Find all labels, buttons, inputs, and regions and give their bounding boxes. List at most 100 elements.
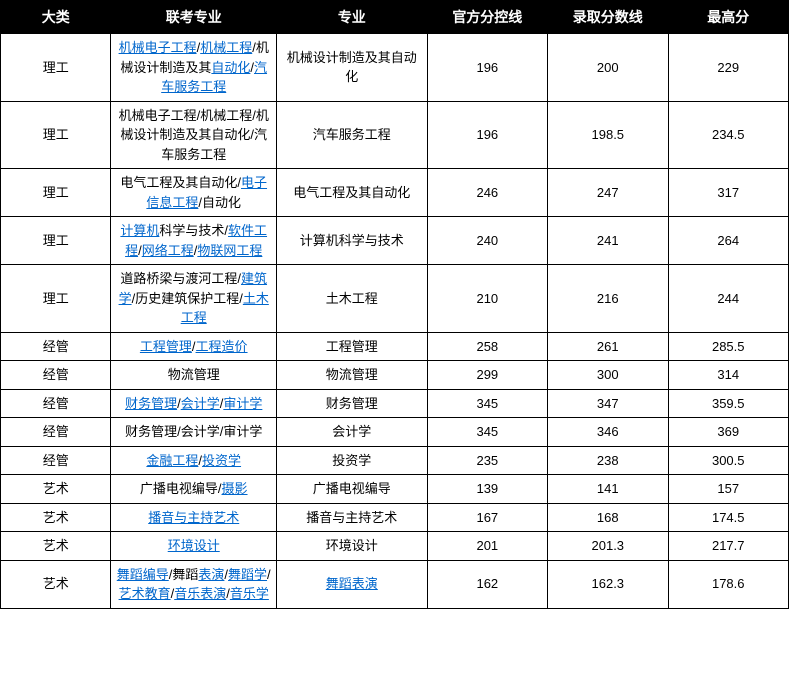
cell-category: 经管	[1, 446, 111, 475]
major-link[interactable]: 机械电子工程	[119, 40, 197, 55]
col-category: 大类	[1, 1, 111, 34]
major-link[interactable]: 舞蹈表演	[326, 576, 378, 591]
table-row: 理工机械电子工程/机械工程/机械设计制造及其自动化/汽车服务工程机械设计制造及其…	[1, 34, 789, 102]
cell-official: 167	[427, 503, 547, 532]
cell-admit: 238	[548, 446, 668, 475]
major-link[interactable]: 舞蹈编导	[117, 567, 169, 582]
cell-category: 理工	[1, 169, 111, 217]
table-row: 艺术环境设计环境设计201201.3217.7	[1, 532, 789, 561]
cell-max: 314	[668, 361, 789, 390]
table-row: 经管财务管理/会计学/审计学会计学345346369	[1, 418, 789, 447]
cell-admit: 162.3	[548, 560, 668, 608]
cell-admit: 347	[548, 389, 668, 418]
table-body: 理工机械电子工程/机械工程/机械设计制造及其自动化/汽车服务工程机械设计制造及其…	[1, 34, 789, 609]
cell-major: 汽车服务工程	[277, 101, 428, 169]
cell-max: 300.5	[668, 446, 789, 475]
major-link[interactable]: 摄影	[222, 481, 248, 496]
cell-majors-group: 播音与主持艺术	[111, 503, 277, 532]
major-link[interactable]: 机械工程	[200, 40, 252, 55]
major-link[interactable]: 电子信息工程	[146, 175, 267, 210]
cell-admit: 200	[548, 34, 668, 102]
cell-max: 285.5	[668, 332, 789, 361]
table-row: 理工计算机科学与技术/软件工程/网络工程/物联网工程计算机科学与技术240241…	[1, 217, 789, 265]
major-link[interactable]: 金融工程	[146, 453, 198, 468]
major-link[interactable]: 工程造价	[196, 339, 248, 354]
cell-majors-group: 财务管理/会计学/审计学	[111, 418, 277, 447]
cell-major: 广播电视编导	[277, 475, 428, 504]
cell-majors-group: 计算机科学与技术/软件工程/网络工程/物联网工程	[111, 217, 277, 265]
major-link[interactable]: 审计学	[223, 396, 262, 411]
major-link[interactable]: 音乐表演	[174, 586, 226, 601]
cell-majors-group: 机械电子工程/机械工程/机械设计制造及其自动化/汽车服务工程	[111, 34, 277, 102]
major-link[interactable]: 环境设计	[168, 538, 220, 553]
cell-max: 264	[668, 217, 789, 265]
major-link[interactable]: 物联网工程	[197, 243, 262, 258]
major-link[interactable]: 工程管理	[140, 339, 192, 354]
cell-major: 会计学	[277, 418, 428, 447]
col-major: 专业	[277, 1, 428, 34]
cell-majors-group: 工程管理/工程造价	[111, 332, 277, 361]
major-link[interactable]: 计算机	[120, 223, 159, 238]
cell-category: 艺术	[1, 532, 111, 561]
table-row: 理工机械电子工程/机械工程/机械设计制造及其自动化/汽车服务工程汽车服务工程19…	[1, 101, 789, 169]
cell-official: 345	[427, 418, 547, 447]
cell-major: 财务管理	[277, 389, 428, 418]
major-link[interactable]: 土木工程	[181, 291, 269, 326]
cell-majors-group: 舞蹈编导/舞蹈表演/舞蹈学/艺术教育/音乐表演/音乐学	[111, 560, 277, 608]
table-row: 艺术舞蹈编导/舞蹈表演/舞蹈学/艺术教育/音乐表演/音乐学舞蹈表演162162.…	[1, 560, 789, 608]
cell-major: 计算机科学与技术	[277, 217, 428, 265]
cell-majors-group: 环境设计	[111, 532, 277, 561]
cell-majors-group: 广播电视编导/摄影	[111, 475, 277, 504]
table-row: 理工电气工程及其自动化/电子信息工程/自动化电气工程及其自动化246247317	[1, 169, 789, 217]
cell-max: 178.6	[668, 560, 789, 608]
cell-majors-group: 机械电子工程/机械工程/机械设计制造及其自动化/汽车服务工程	[111, 101, 277, 169]
major-link[interactable]: 财务管理	[125, 396, 177, 411]
table-row: 经管物流管理物流管理299300314	[1, 361, 789, 390]
table-row: 艺术播音与主持艺术播音与主持艺术167168174.5	[1, 503, 789, 532]
cell-official: 299	[427, 361, 547, 390]
cell-official: 210	[427, 265, 547, 333]
cell-category: 艺术	[1, 475, 111, 504]
cell-majors-group: 财务管理/会计学/审计学	[111, 389, 277, 418]
cell-max: 234.5	[668, 101, 789, 169]
table-row: 艺术广播电视编导/摄影广播电视编导139141157	[1, 475, 789, 504]
major-link[interactable]: 播音与主持艺术	[148, 510, 239, 525]
cell-major: 土木工程	[277, 265, 428, 333]
major-link[interactable]: 投资学	[202, 453, 241, 468]
cell-category: 经管	[1, 332, 111, 361]
cell-max: 359.5	[668, 389, 789, 418]
major-link[interactable]: 网络工程	[142, 243, 194, 258]
cell-major: 播音与主持艺术	[277, 503, 428, 532]
cell-admit: 201.3	[548, 532, 668, 561]
major-link[interactable]: 舞蹈学	[228, 567, 267, 582]
table-row: 经管金融工程/投资学投资学235238300.5	[1, 446, 789, 475]
cell-admit: 198.5	[548, 101, 668, 169]
major-link[interactable]: 自动化	[211, 60, 250, 75]
scores-table: 大类 联考专业 专业 官方分控线 录取分数线 最高分 理工机械电子工程/机械工程…	[0, 0, 789, 609]
cell-max: 317	[668, 169, 789, 217]
cell-official: 139	[427, 475, 547, 504]
major-link[interactable]: 音乐学	[230, 586, 269, 601]
cell-admit: 141	[548, 475, 668, 504]
cell-max: 229	[668, 34, 789, 102]
cell-admit: 168	[548, 503, 668, 532]
cell-category: 理工	[1, 217, 111, 265]
cell-max: 157	[668, 475, 789, 504]
col-max: 最高分	[668, 1, 789, 34]
major-link[interactable]: 表演	[198, 567, 224, 582]
cell-official: 345	[427, 389, 547, 418]
table-row: 经管工程管理/工程造价工程管理258261285.5	[1, 332, 789, 361]
major-link[interactable]: 会计学	[181, 396, 220, 411]
cell-category: 理工	[1, 265, 111, 333]
table-row: 理工道路桥梁与渡河工程/建筑学/历史建筑保护工程/土木工程土木工程2102162…	[1, 265, 789, 333]
cell-admit: 261	[548, 332, 668, 361]
cell-official: 162	[427, 560, 547, 608]
major-link[interactable]: 艺术教育	[119, 586, 171, 601]
cell-majors-group: 物流管理	[111, 361, 277, 390]
cell-majors-group: 金融工程/投资学	[111, 446, 277, 475]
cell-major: 物流管理	[277, 361, 428, 390]
cell-admit: 247	[548, 169, 668, 217]
cell-official: 240	[427, 217, 547, 265]
cell-max: 217.7	[668, 532, 789, 561]
cell-official: 201	[427, 532, 547, 561]
